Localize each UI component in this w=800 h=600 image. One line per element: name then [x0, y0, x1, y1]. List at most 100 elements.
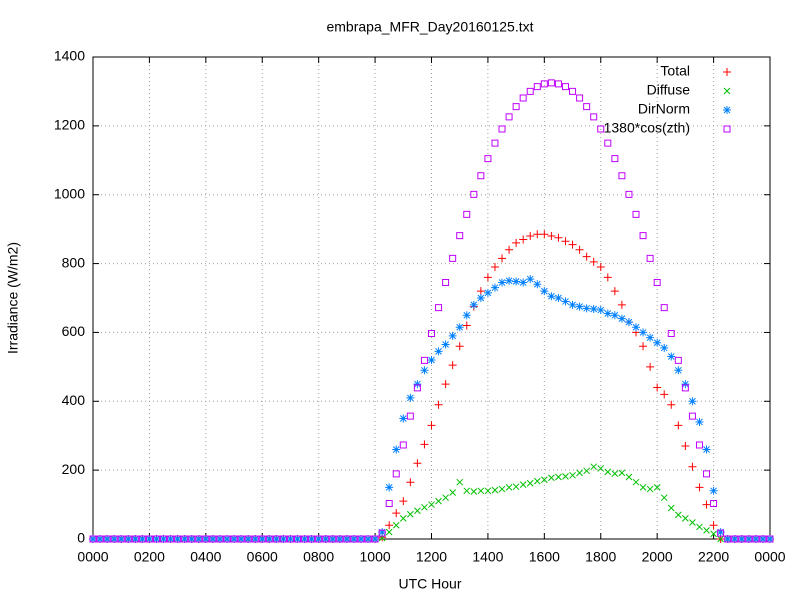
y-tick-label: 200 [62, 461, 86, 477]
y-tick-label: 400 [62, 392, 86, 408]
data-point [215, 535, 224, 543]
data-point [716, 528, 725, 537]
data-point [596, 306, 605, 315]
data-point [181, 535, 189, 543]
data-point [272, 535, 280, 543]
data-point [498, 278, 507, 287]
data-point [265, 535, 273, 543]
data-point [709, 486, 718, 495]
x-tick-label: 2200 [698, 549, 729, 565]
data-point [89, 535, 97, 543]
data-point [519, 481, 527, 488]
data-point [131, 535, 140, 543]
data-point [653, 338, 662, 347]
data-point [604, 468, 612, 476]
data-point [188, 535, 196, 543]
data-point [540, 287, 549, 296]
legend-label: Diffuse [647, 82, 691, 98]
data-point [406, 510, 414, 518]
data-point [392, 509, 401, 518]
data-point [737, 535, 746, 543]
data-point [730, 535, 739, 543]
data-point [160, 535, 168, 543]
data-point [632, 478, 640, 486]
data-point [435, 497, 442, 505]
data-point [364, 535, 372, 543]
data-point [378, 529, 386, 537]
data-point [723, 535, 732, 543]
data-point [209, 535, 217, 543]
data-point [597, 125, 605, 133]
data-point [96, 535, 104, 543]
x-tick-label: 2000 [642, 549, 673, 565]
data-point [490, 283, 499, 292]
data-point [667, 400, 676, 409]
data-point [568, 240, 577, 249]
data-point [490, 263, 499, 272]
data-point [138, 535, 146, 543]
data-point [251, 535, 260, 543]
data-point [758, 535, 767, 543]
data-point [230, 535, 238, 543]
data-point [470, 488, 478, 495]
data-point [639, 328, 648, 337]
data-point [583, 103, 591, 111]
data-point [505, 484, 513, 491]
data-point [590, 113, 598, 121]
data-point [491, 486, 499, 494]
data-point [738, 535, 746, 543]
data-point [717, 535, 724, 543]
data-point [597, 465, 605, 472]
data-point [667, 504, 675, 512]
data-point [414, 507, 421, 515]
data-point [646, 362, 655, 371]
data-point [427, 421, 436, 430]
data-point [689, 519, 696, 526]
data-point [462, 321, 471, 330]
data-point [667, 352, 676, 361]
legend-marker [723, 106, 731, 114]
data-point [519, 94, 527, 102]
data-point [653, 484, 661, 491]
data-point [590, 463, 598, 471]
data-point [562, 472, 569, 480]
data-point [406, 478, 415, 487]
data-point [420, 440, 429, 449]
data-point [710, 530, 717, 538]
data-point [498, 125, 506, 133]
data-point [540, 80, 548, 88]
data-point [434, 400, 443, 409]
data-point [301, 535, 309, 543]
data-point [462, 311, 471, 320]
data-point [766, 535, 774, 543]
data-point [420, 366, 429, 375]
data-point [498, 254, 507, 263]
data-point [505, 113, 513, 121]
data-point [463, 210, 471, 218]
legend-marker [723, 87, 731, 95]
data-point [286, 535, 294, 543]
data-point [187, 535, 196, 543]
data-point [533, 83, 541, 91]
data-point [603, 273, 612, 282]
data-point [569, 87, 577, 95]
data-point [632, 323, 641, 332]
y-axis-label: Irradiance (W/m2) [5, 242, 21, 354]
data-point [611, 470, 619, 477]
data-point [152, 535, 160, 543]
data-point [484, 155, 492, 163]
data-point [653, 279, 661, 287]
data-point [561, 297, 570, 306]
data-point [230, 535, 239, 543]
data-point [89, 535, 97, 543]
data-point [308, 535, 316, 543]
data-point [194, 535, 203, 543]
data-point [315, 535, 323, 543]
data-point [491, 139, 499, 147]
data-point [575, 302, 584, 311]
data-point [744, 535, 753, 543]
data-point [547, 232, 556, 241]
data-point [202, 535, 210, 543]
data-point [512, 103, 520, 111]
data-point [174, 535, 182, 543]
